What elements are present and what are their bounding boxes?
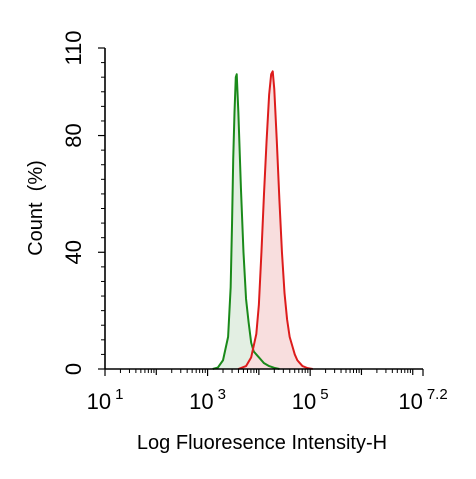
y-tick-label-2: 80 xyxy=(61,123,86,147)
series-layer xyxy=(212,70,313,370)
series-1-line xyxy=(237,70,313,370)
x-tick-label-1: 10 3 xyxy=(189,386,226,414)
x-tick-label-3: 10 7.2 xyxy=(398,386,447,414)
y-tick-label-0: 0 xyxy=(61,363,86,375)
y-ticks: 0 40 80 110 xyxy=(61,30,105,375)
y-tick-label-1: 40 xyxy=(61,240,86,264)
x-axis-title: Log Fluoresence Intensity-H xyxy=(137,432,387,454)
series-0-fill xyxy=(212,74,280,369)
y-axis-title: Count (%) xyxy=(25,160,47,256)
x-tick-label-0: 10 1 xyxy=(87,386,124,414)
x-tick-label-2: 10 5 xyxy=(292,386,329,414)
series-0-line xyxy=(212,73,280,370)
x-ticks: 10 1 10 3 10 5 10 7.2 xyxy=(87,369,448,414)
series-1-fill xyxy=(238,71,313,369)
y-tick-label-3: 110 xyxy=(61,30,86,65)
